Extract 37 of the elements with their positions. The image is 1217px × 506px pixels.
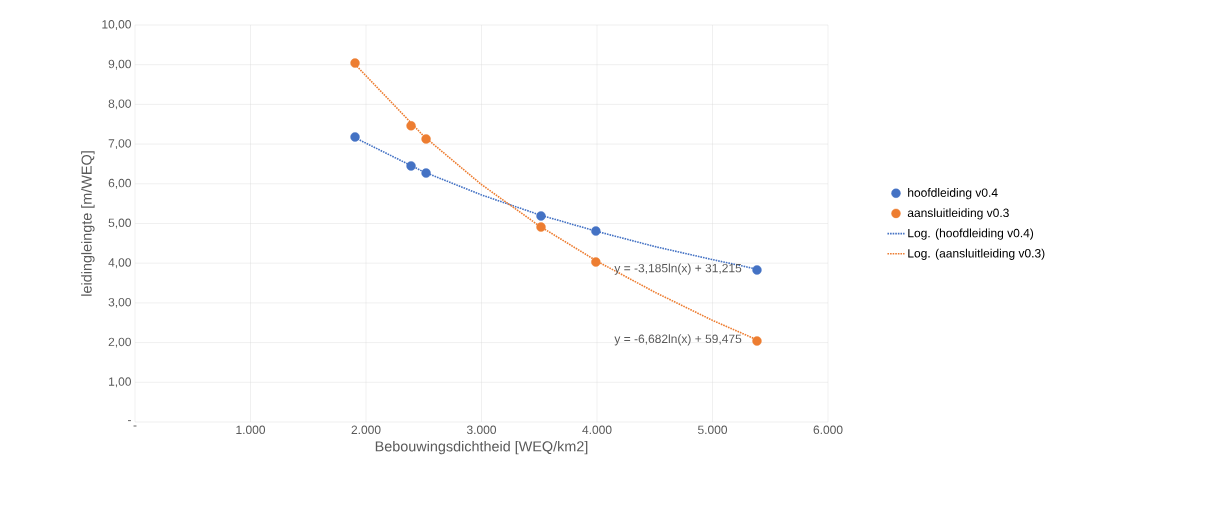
point	[350, 132, 360, 142]
point	[406, 161, 416, 171]
legend-label: aansluitleiding v0.3	[907, 208, 1009, 220]
point	[591, 226, 601, 236]
y-axis-title: leidingleingte [m/WEQ]	[81, 151, 95, 296]
y-tick-label: 9,00	[108, 59, 131, 70]
x-tick-label: 2.000	[351, 425, 381, 435]
y-tick-label: 1,00	[109, 377, 131, 388]
point	[536, 222, 546, 232]
x-tick-label: 3.000	[466, 425, 497, 435]
y-tick-label: 5,00	[108, 218, 131, 229]
point	[350, 58, 360, 68]
legend-label: hoofdleiding v0.4	[908, 188, 998, 200]
point	[752, 265, 762, 275]
point	[591, 257, 601, 267]
legend-label: Log. (aansluitleiding v0.3)	[908, 248, 1045, 260]
y-tick-label: 2,00	[108, 337, 131, 348]
y-tick-label: 7,00	[108, 139, 131, 150]
y-tick-label: 10,00	[102, 20, 131, 30]
y-tick-label: -	[128, 420, 131, 422]
x-tick-label: 4.000	[582, 425, 612, 435]
y-tick-label: 3,00	[108, 297, 131, 308]
y-tick-label: 8,00	[108, 99, 131, 110]
point	[421, 168, 431, 178]
point	[536, 211, 546, 221]
x-tick-label: 5.000	[697, 425, 728, 435]
y-tick-label: 6,00	[108, 178, 131, 189]
x-tick-label: 1.000	[236, 425, 266, 435]
point	[406, 121, 416, 131]
annotation: y = -6,682ln(x) + 59,475	[614, 334, 742, 346]
x-tick-label: -	[133, 425, 137, 427]
legend-label: Log. (hoofdleiding v0.4)	[908, 228, 1034, 240]
point	[752, 336, 762, 346]
point	[421, 134, 431, 144]
x-axis-title: Bebouwingsdichtheid [WEQ/km2]	[375, 440, 588, 455]
y-tick-label: 4,00	[108, 258, 131, 269]
x-tick-label: 6.000	[813, 425, 843, 435]
